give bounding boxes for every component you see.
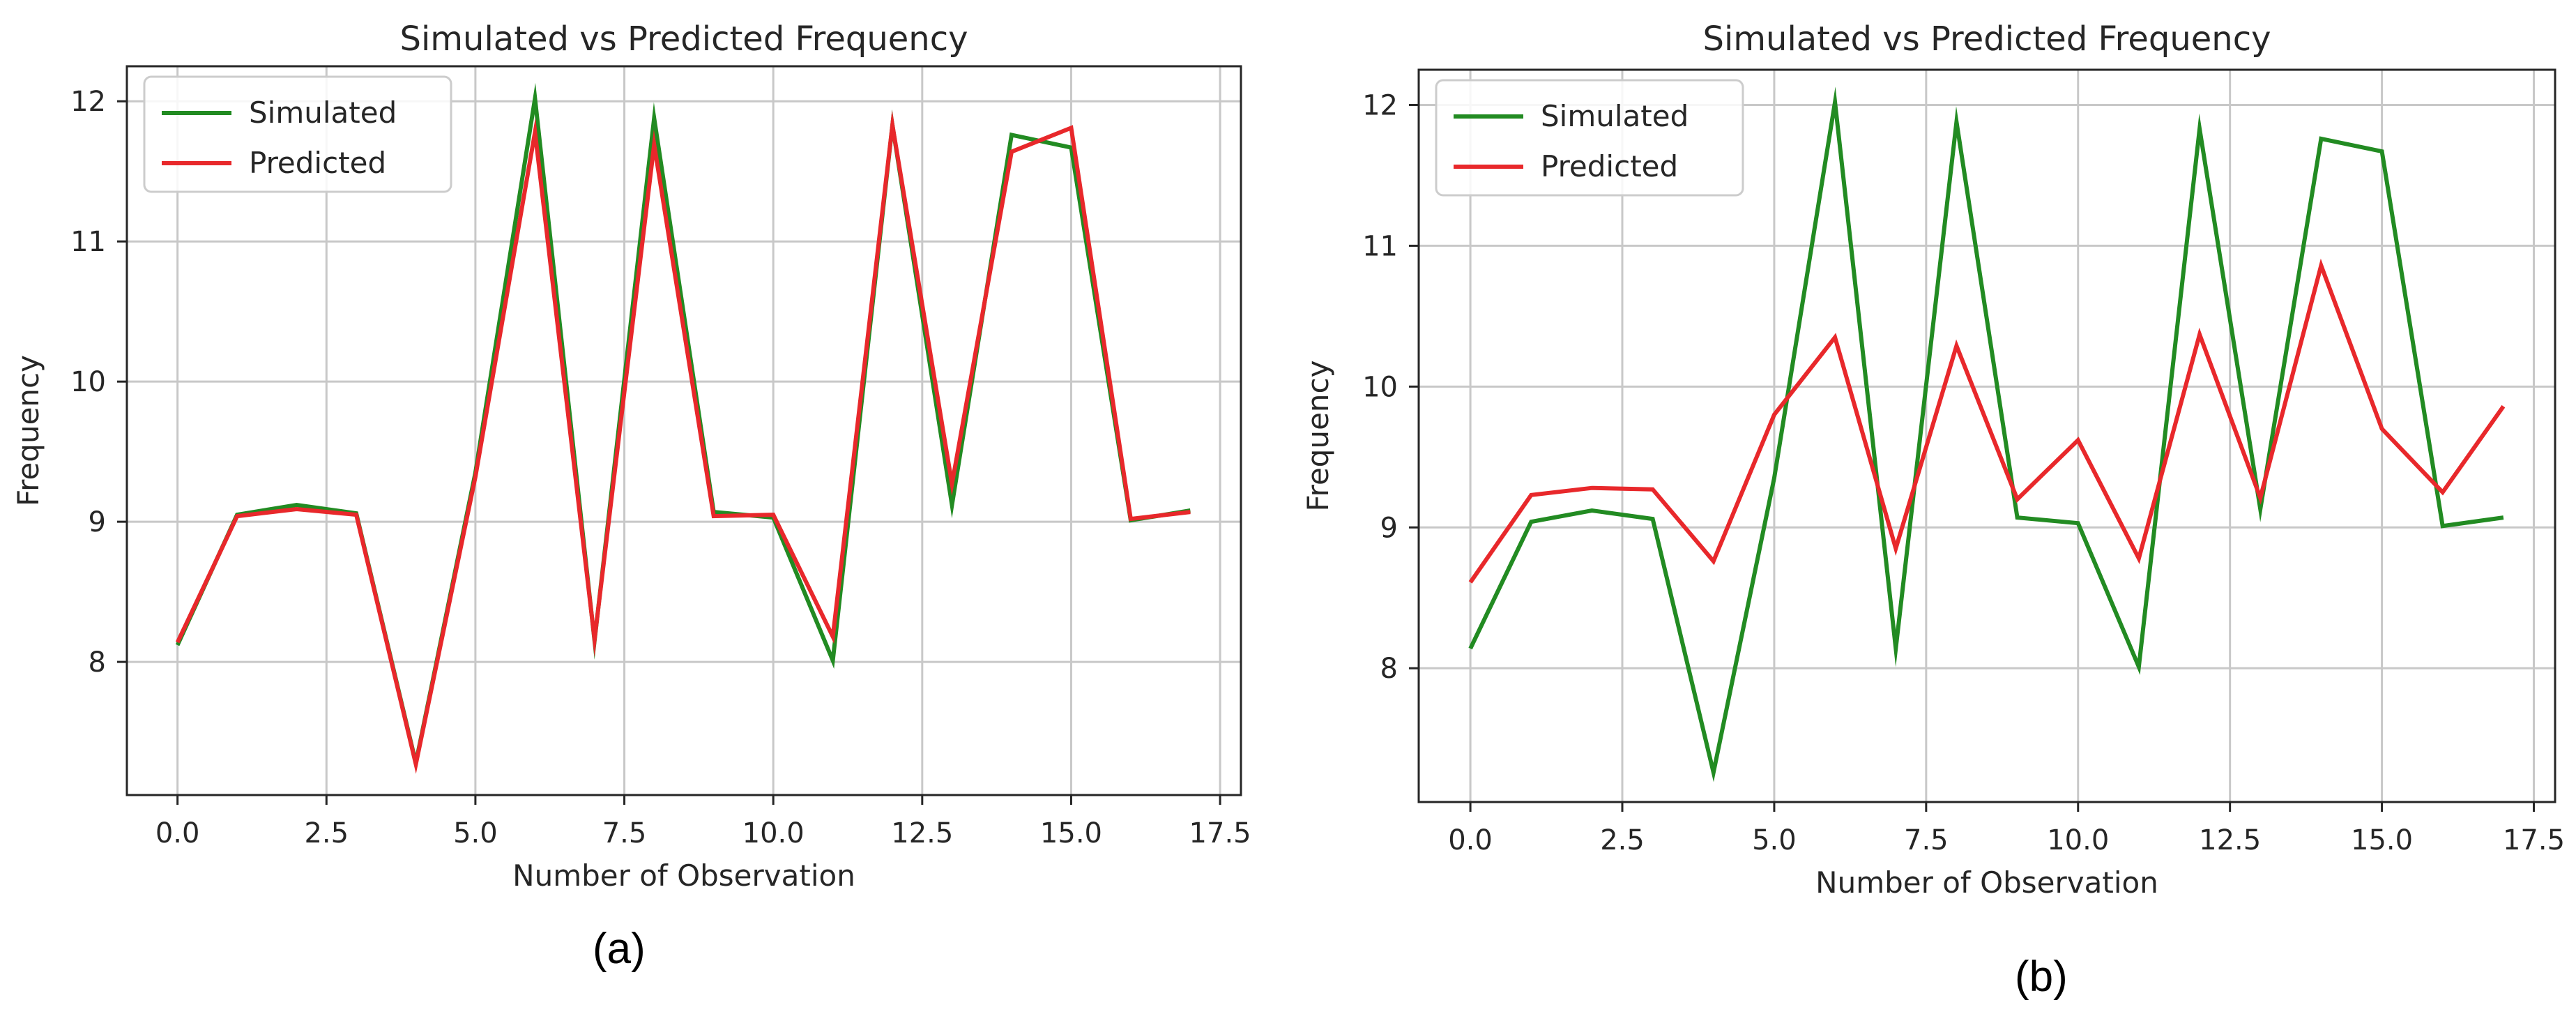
legend-label-simulated: Simulated <box>1541 99 1689 133</box>
legend-label-simulated: Simulated <box>249 96 397 130</box>
chart-a-svg: 0.0 2.5 5.0 7.5 10.0 12.5 15.0 17.5 8 9 10 11 12 Simu… <box>11 20 1251 893</box>
x-tick-label: 2.5 <box>304 817 349 849</box>
chart-b-svg: 0.0 2.5 5.0 7.5 10.0 12.5 15.0 17.5 8 9 10 11 12 Simu… <box>1301 20 2565 900</box>
y-tick-label: 12 <box>70 86 106 118</box>
x-tick-label: 0.0 <box>1448 824 1493 856</box>
legend: Simulated Predicted <box>1435 79 1744 197</box>
y-tick-label: 11 <box>70 226 106 258</box>
x-tick-label: 5.0 <box>1752 824 1797 856</box>
chart-b: 0.0 2.5 5.0 7.5 10.0 12.5 15.0 17.5 8 9 10 11 12 Simu… <box>1290 0 2573 1018</box>
series-line-predicted <box>1468 258 2506 584</box>
x-tick-label: 17.5 <box>1189 817 1251 849</box>
x-tick-label: 15.0 <box>1040 817 1102 849</box>
x-tick-label: 15.0 <box>2351 824 2413 856</box>
y-tick-label: 12 <box>1362 89 1398 121</box>
x-tick-label: 12.5 <box>2199 824 2261 856</box>
x-tick-label: 10.0 <box>2047 824 2109 856</box>
y-tick-label: 10 <box>1362 371 1398 403</box>
x-tick-label: 12.5 <box>891 817 953 849</box>
x-tick-label: 7.5 <box>1904 824 1949 856</box>
grid <box>127 66 1241 795</box>
plot-frame <box>1417 68 2556 803</box>
y-tick-label: 9 <box>89 506 106 538</box>
panel-label-b: (b) <box>2015 953 2068 1001</box>
y-tick-label: 9 <box>1380 512 1398 544</box>
chart-title: Simulated vs Predicted Frequency <box>399 20 968 59</box>
y-tick-label: 8 <box>89 646 106 679</box>
x-tick-label: 7.5 <box>602 817 647 849</box>
x-tick-label: 0.0 <box>155 817 200 849</box>
panel-label-a: (a) <box>593 925 646 973</box>
legend: Simulated Predicted <box>143 75 452 193</box>
x-axis-label: Number of Observation <box>512 859 855 893</box>
series-line-simulated <box>175 82 1191 773</box>
legend-label-predicted: Predicted <box>1541 149 1678 183</box>
plot-frame <box>125 65 1242 796</box>
x-tick-label: 2.5 <box>1600 824 1645 856</box>
y-axis-label: Frequency <box>1301 361 1335 512</box>
y-axis-label: Frequency <box>11 355 45 506</box>
x-axis-label: Number of Observation <box>1815 865 2158 900</box>
legend-label-predicted: Predicted <box>249 146 386 180</box>
series-line-predicted <box>175 109 1191 774</box>
series-line-simulated <box>1468 86 2504 782</box>
x-tick-label: 5.0 <box>453 817 498 849</box>
y-tick-label: 8 <box>1380 653 1398 685</box>
y-tick-label: 11 <box>1362 230 1398 262</box>
chart-title: Simulated vs Predicted Frequency <box>1702 20 2271 59</box>
x-tick-label: 17.5 <box>2503 824 2565 856</box>
y-tick-label: 10 <box>70 366 106 398</box>
chart-a: 0.0 2.5 5.0 7.5 10.0 12.5 15.0 17.5 8 9 10 11 12 Simu… <box>0 0 1283 1018</box>
x-tick-label: 10.0 <box>742 817 805 849</box>
